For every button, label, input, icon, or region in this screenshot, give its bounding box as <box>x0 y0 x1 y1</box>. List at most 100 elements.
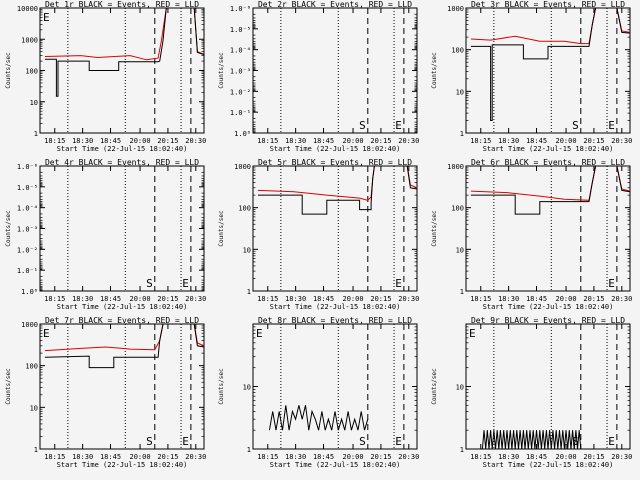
y-tick-label: 1.0⁻⁵ <box>230 26 251 34</box>
x-tick-label: 18:30 <box>498 137 519 145</box>
y-axis-label: Counts/sec <box>218 368 225 405</box>
marker-s: S <box>359 435 366 448</box>
panel-title: Det 1r BLACK = Events, RED = LLD <box>45 0 199 9</box>
marker-s: S <box>572 119 579 132</box>
panel-det-8: Det 8r BLACK = Events, RED = LLD 1 10 18:15… <box>218 316 419 469</box>
x-tick-label: 20:00 <box>130 137 151 145</box>
panel-det-6: Det 6r BLACK = Events, RED = LLD 1 10 100 10… <box>431 158 632 311</box>
panel-det-2: Det 2r BLACK = Events, RED = LLD 1.0⁻⁶ 1.0… <box>218 0 419 153</box>
y-tick-label: 1.0⁻⁶ <box>230 5 251 13</box>
x-tick-label: 20:15 <box>370 295 391 303</box>
x-tick-label: 20:15 <box>583 137 604 145</box>
series-line-events <box>44 8 204 97</box>
marker-e-left: E <box>43 327 50 340</box>
x-tick-label: 20:30 <box>611 453 632 461</box>
y-tick-label: 1000 <box>21 321 38 329</box>
x-tick-label: 20:30 <box>398 453 419 461</box>
x-tick-label: 18:15 <box>470 137 491 145</box>
series-line-events <box>470 166 630 215</box>
x-axis-label: Start Time (22-Jul-15 18:02:40) <box>57 461 188 469</box>
x-tick-label: 18:45 <box>526 137 547 145</box>
panel-title: Det 5r BLACK = Events, RED = LLD <box>258 158 412 167</box>
x-tick-label: 20:00 <box>130 295 151 303</box>
x-tick-label: 18:15 <box>44 453 65 461</box>
x-tick-label: 20:30 <box>398 137 419 145</box>
x-tick-label: 18:15 <box>257 453 278 461</box>
x-axis-label: Start Time (22-Jul-15 18:02:40) <box>483 461 614 469</box>
x-axis-label: Start Time (22-Jul-15 18:02:40) <box>57 145 188 153</box>
y-tick-label: 1000 <box>447 5 464 13</box>
marker-e-left: E <box>256 327 263 340</box>
series-line-events <box>257 166 417 215</box>
y-tick-label: 10 <box>30 99 38 107</box>
y-tick-label: 1.0⁻³ <box>230 68 251 76</box>
x-tick-label: 20:15 <box>583 295 604 303</box>
y-tick-label: 10 <box>243 246 251 254</box>
x-tick-label: 20:00 <box>343 453 364 461</box>
x-tick-label: 18:30 <box>72 453 93 461</box>
y-tick-label: 1.0⁻² <box>230 88 251 96</box>
panel-det-7: Det 7r BLACK = Events, RED = LLD 1 10 100 10… <box>5 316 206 469</box>
x-tick-label: 20:30 <box>398 295 419 303</box>
x-tick-label: 20:15 <box>370 137 391 145</box>
y-tick-label: 1.0⁻¹ <box>17 267 38 275</box>
y-tick-label: 1.0⁰ <box>21 288 38 296</box>
y-tick-label: 1.0⁻⁵ <box>17 184 38 192</box>
x-tick-label: 20:15 <box>157 137 178 145</box>
x-tick-label: 18:45 <box>526 295 547 303</box>
marker-s: S <box>359 119 366 132</box>
panel-det-1: Det 1r BLACK = Events, RED = LLD 1 10 100 10… <box>5 0 206 153</box>
x-tick-label: 18:15 <box>44 295 65 303</box>
x-tick-label: 18:45 <box>100 295 121 303</box>
marker-s: S <box>146 435 153 448</box>
panel-title: Det 8r BLACK = Events, RED = LLD <box>258 316 412 325</box>
x-tick-label: 18:15 <box>44 137 65 145</box>
y-tick-label: 1 <box>247 288 251 296</box>
y-tick-label: 1.0⁰ <box>234 130 251 138</box>
panel-title: Det 3r BLACK = Events, RED = LLD <box>471 0 625 9</box>
panel-title: Det 4r BLACK = Events, RED = LLD <box>45 158 199 167</box>
x-tick-label: 18:30 <box>72 295 93 303</box>
x-tick-label: 18:45 <box>526 453 547 461</box>
panel-det-3: Det 3r BLACK = Events, RED = LLD 1 10 100 10… <box>431 0 632 153</box>
y-tick-label: 1000 <box>234 163 251 171</box>
x-tick-label: 20:00 <box>343 137 364 145</box>
x-tick-label: 18:30 <box>285 137 306 145</box>
y-tick-label: 1.0⁻³ <box>17 226 38 234</box>
marker-e: E <box>182 435 189 448</box>
y-axis-label: Counts/sec <box>5 210 12 247</box>
y-tick-label: 1000 <box>447 163 464 171</box>
marker-e: E <box>608 277 615 290</box>
x-tick-label: 18:15 <box>257 137 278 145</box>
x-tick-label: 18:30 <box>72 137 93 145</box>
x-tick-label: 20:15 <box>370 453 391 461</box>
plot-frame <box>465 7 631 134</box>
marker-e-left: E <box>469 327 476 340</box>
panel-det-4: Det 4r BLACK = Events, RED = LLD 1.0⁻⁶ 1.0… <box>5 158 206 311</box>
marker-e: E <box>608 119 615 132</box>
x-tick-label: 20:00 <box>556 295 577 303</box>
marker-e-left: E <box>43 11 50 24</box>
x-tick-label: 18:45 <box>313 295 334 303</box>
y-tick-label: 10 <box>456 384 464 392</box>
marker-e: E <box>608 435 615 448</box>
x-tick-label: 20:15 <box>157 453 178 461</box>
x-tick-label: 18:45 <box>313 137 334 145</box>
y-tick-label: 1.0⁻⁴ <box>230 47 251 55</box>
x-tick-label: 18:30 <box>498 453 519 461</box>
y-axis-label: Counts/sec <box>431 210 438 247</box>
x-tick-label: 18:45 <box>313 453 334 461</box>
y-axis-label: Counts/sec <box>218 52 225 89</box>
panel-title: Det 7r BLACK = Events, RED = LLD <box>45 316 199 325</box>
x-tick-label: 20:30 <box>185 295 206 303</box>
y-tick-label: 10000 <box>17 5 38 13</box>
y-tick-label: 1000 <box>21 36 38 44</box>
x-tick-label: 18:15 <box>257 295 278 303</box>
x-tick-label: 20:15 <box>583 453 604 461</box>
x-tick-label: 20:00 <box>556 137 577 145</box>
y-tick-label: 1 <box>247 446 251 454</box>
y-tick-label: 100 <box>25 363 38 371</box>
marker-e: E <box>395 435 402 448</box>
marker-s: S <box>146 277 153 290</box>
